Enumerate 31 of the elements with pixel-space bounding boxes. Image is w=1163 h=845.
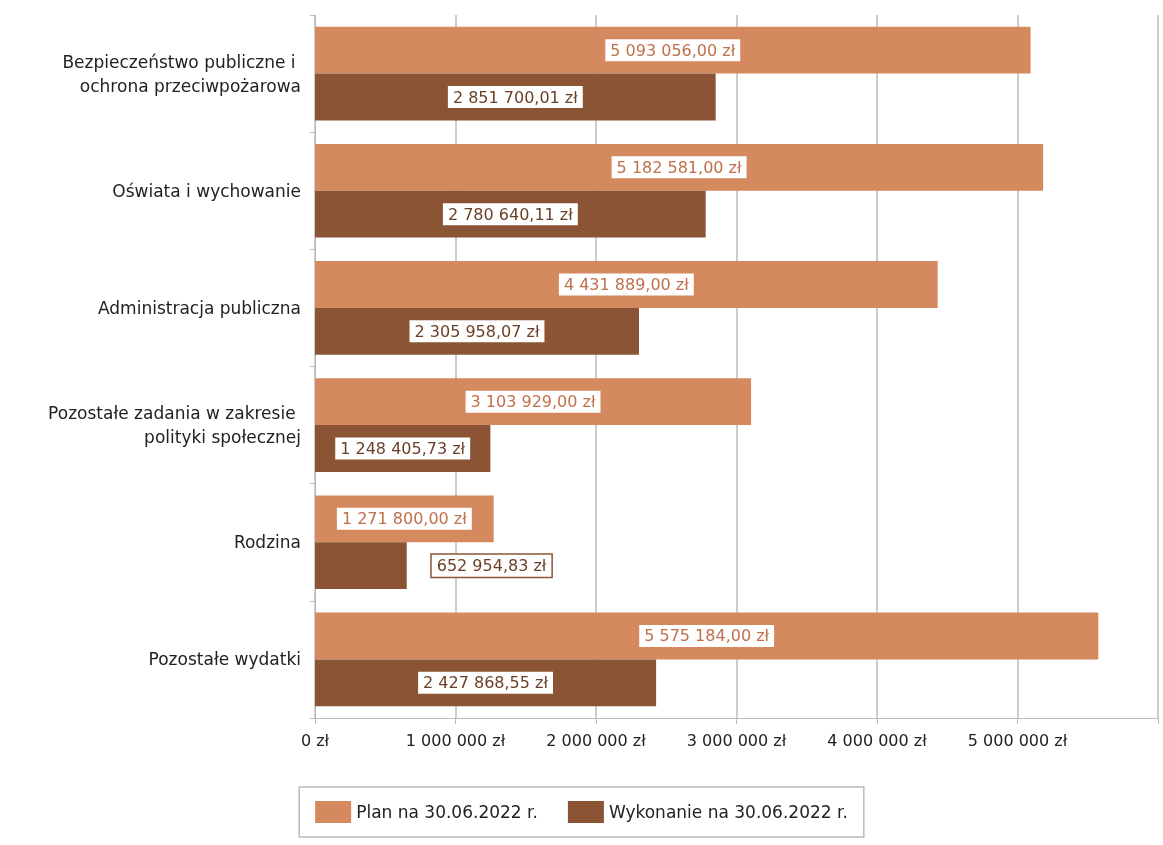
data-label: 5 093 056,00 zł [610, 40, 736, 60]
data-label: 5 182 581,00 zł [616, 157, 742, 177]
data-label: 2 427 868,55 zł [423, 673, 549, 693]
x-tick-label: 3 000 000 zł [686, 730, 787, 750]
legend-label: Wykonanie na 30.06.2022 r. [608, 802, 848, 822]
bar [315, 143, 1044, 191]
data-label: 5 575 184,00 zł [644, 626, 770, 646]
data-label: 2 780 640,11 zł [447, 204, 574, 224]
x-tick-label: 4 000 000 zł [827, 730, 928, 750]
bar [315, 26, 1031, 74]
x-tick-label: 1 000 000 zł [405, 730, 506, 750]
y-tick-label: Pozostałe wydatki [148, 649, 301, 670]
y-tick-label: Administracja publiczna [98, 297, 301, 318]
bar [315, 542, 407, 590]
y-tick-label: Rodzina [233, 532, 301, 553]
bar [315, 261, 938, 308]
data-label: 3 103 929,00 zł [470, 392, 596, 412]
data-label: 1 248 405,73 zł [340, 439, 466, 459]
data-label: 1 271 800,00 zł [341, 509, 468, 529]
y-tick-label: Bezpieczeństwo publiczne i ochrona przeciwpożarowa [62, 51, 301, 96]
x-tick-label: 2 000 000 zł [546, 730, 647, 750]
data-label: 4 431 889,00 zł [563, 274, 690, 294]
y-tick-label: Pozostałe zadania w zakresie polityki społecznej [48, 403, 301, 448]
legend-label: Plan na 30.06.2022 r. [356, 802, 538, 822]
data-label: 2 305 958,07 zł [414, 321, 540, 341]
x-tick-label: 5 000 000 zł [967, 730, 1068, 750]
x-tick-label: 0 zł [300, 730, 330, 750]
bar [315, 612, 1099, 660]
data-label: 2 851 700,01 zł [452, 87, 579, 107]
y-tick-label: Oświata i wychowanie [112, 180, 301, 201]
data-label: 652 954,83 zł [436, 556, 547, 576]
